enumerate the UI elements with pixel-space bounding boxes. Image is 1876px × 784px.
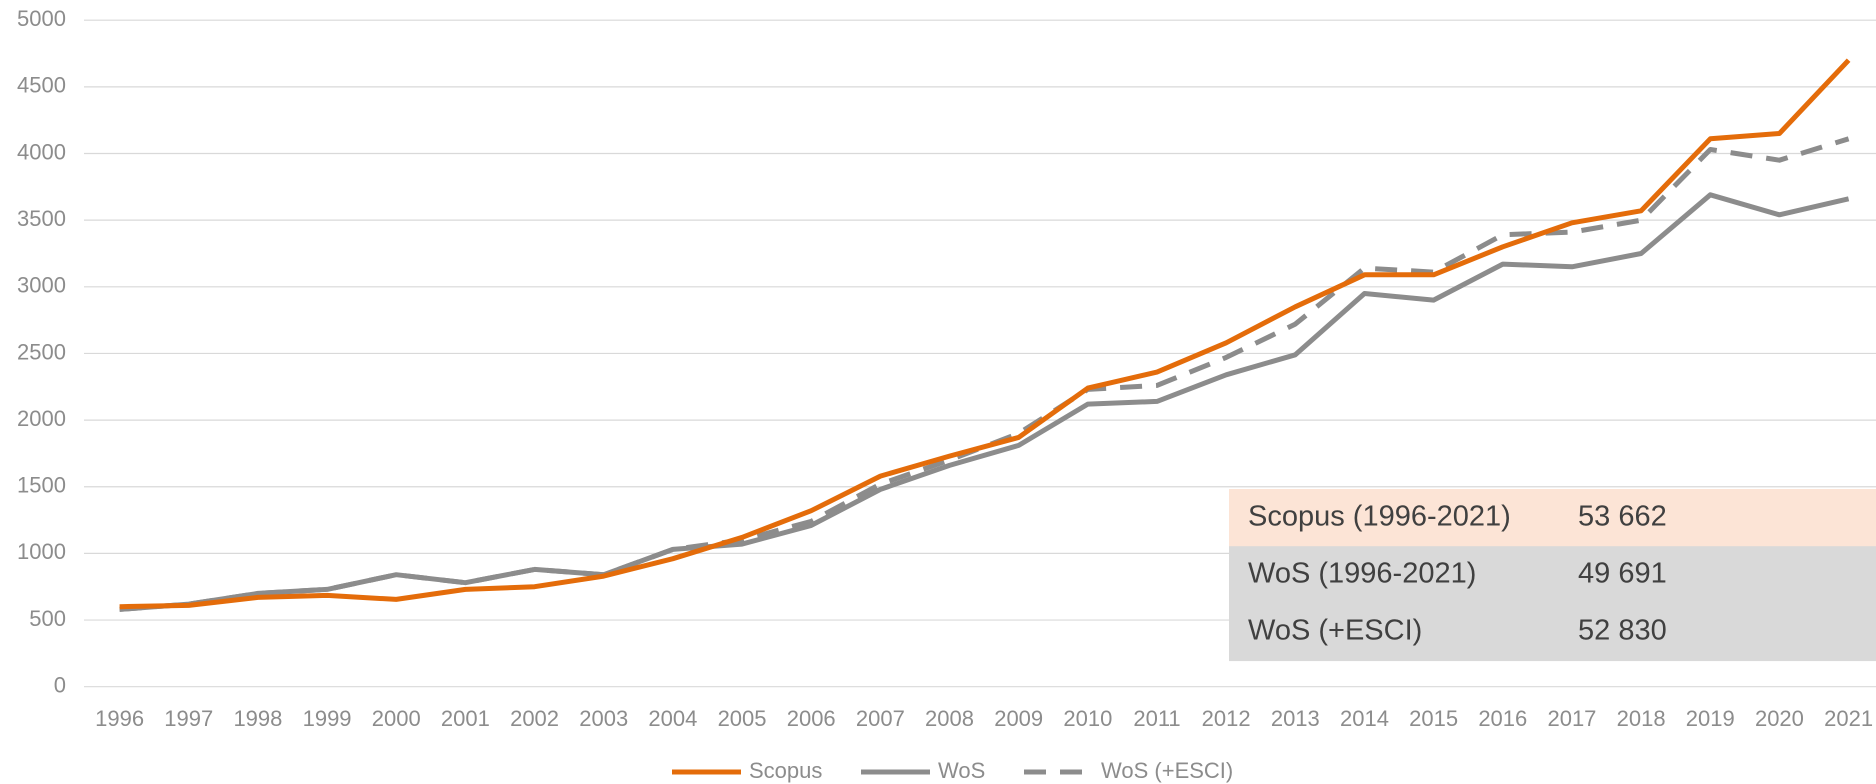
x-tick-label: 2021 (1824, 706, 1873, 731)
y-tick-label: 3500 (17, 206, 66, 231)
y-tick-label: 4000 (17, 139, 66, 164)
x-tick-label: 2017 (1547, 706, 1596, 731)
series-line (119, 58, 1851, 610)
legend-label: WoS (+ESCI) (1101, 758, 1233, 783)
x-tick-label: 2012 (1202, 706, 1251, 731)
x-tick-label: 2000 (372, 706, 421, 731)
y-tick-label: 2000 (17, 406, 66, 431)
x-tick-label: 2001 (441, 706, 490, 731)
y-tick-label: 5000 (17, 6, 66, 31)
x-tick-label: 2016 (1478, 706, 1527, 731)
x-tick-label: 1997 (164, 706, 213, 731)
table-label: Scopus (1996-2021) (1248, 500, 1511, 532)
x-tick-label: 2009 (994, 706, 1043, 731)
table-label: WoS (+ESCI) (1248, 615, 1422, 647)
y-tick-label: 3000 (17, 273, 66, 298)
table-row (1229, 546, 1876, 604)
table-row (1229, 489, 1876, 547)
x-tick-label: 2014 (1340, 706, 1389, 731)
legend-label: WoS (938, 758, 985, 783)
x-tick-label: 1996 (95, 706, 144, 731)
x-tick-label: 2010 (1063, 706, 1112, 731)
x-tick-label: 2008 (925, 706, 974, 731)
y-tick-label: 2500 (17, 339, 66, 364)
x-tick-label: 2004 (648, 706, 697, 731)
x-tick-label: 2015 (1409, 706, 1458, 731)
x-tick-label: 2013 (1271, 706, 1320, 731)
x-tick-label: 1998 (233, 706, 282, 731)
x-tick-label: 2007 (856, 706, 905, 731)
x-tick-label: 2020 (1755, 706, 1804, 731)
y-tick-label: 1500 (17, 473, 66, 498)
table-value: 53 662 (1578, 500, 1667, 532)
x-tick-label: 2003 (579, 706, 628, 731)
y-tick-label: 4500 (17, 73, 66, 98)
y-tick-label: 0 (54, 673, 66, 698)
x-tick-label: 2018 (1617, 706, 1666, 731)
x-tick-label: 2019 (1686, 706, 1735, 731)
x-tick-label: 1999 (303, 706, 352, 731)
series-line (119, 136, 1850, 612)
table-row (1229, 603, 1876, 662)
legend-label: Scopus (749, 758, 822, 783)
x-tick-label: 2006 (787, 706, 836, 731)
x-tick-label: 2005 (718, 706, 767, 731)
x-tick-label: 2011 (1133, 706, 1180, 731)
x-tick-label: 2002 (510, 706, 559, 731)
table-value: 49 691 (1578, 557, 1667, 589)
y-tick-label: 500 (29, 606, 66, 631)
table-value: 52 830 (1578, 615, 1667, 647)
table-label: WoS (1996-2021) (1248, 557, 1476, 589)
y-tick-label: 1000 (17, 539, 66, 564)
